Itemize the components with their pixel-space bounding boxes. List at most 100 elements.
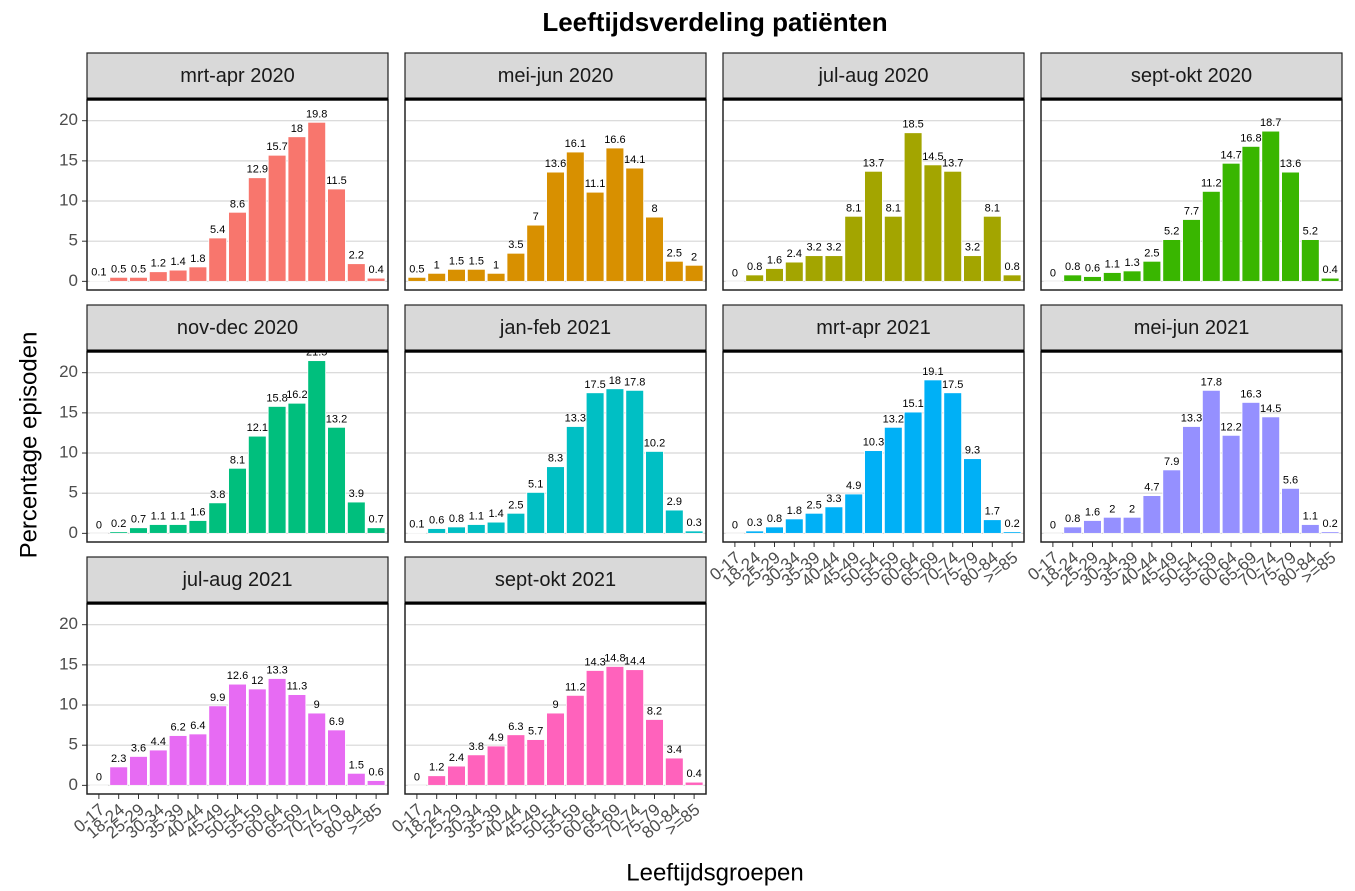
bar	[883, 426, 903, 534]
data-label: 8.1	[230, 454, 245, 466]
data-label: 17.5	[942, 379, 963, 391]
y-tick-label: 5	[69, 483, 78, 502]
data-label: 12.9	[247, 164, 268, 176]
y-tick-label: 0	[69, 271, 78, 290]
bar	[1002, 531, 1022, 534]
strip-title: sept-okt 2021	[495, 569, 616, 591]
data-label: 1.6	[767, 255, 782, 267]
bar	[168, 269, 188, 282]
bar	[804, 512, 824, 534]
data-label: 16.6	[604, 134, 625, 146]
data-label: 0.4	[1322, 264, 1337, 276]
data-label: 0.2	[1004, 518, 1019, 530]
data-label: 6.9	[329, 716, 344, 728]
data-label: 4.7	[1144, 482, 1159, 494]
data-label: 2	[691, 251, 697, 263]
bar	[605, 666, 625, 786]
bar	[208, 237, 228, 282]
data-label: 8.6	[230, 198, 245, 210]
data-label: 18	[609, 375, 621, 387]
data-label: 0.2	[1322, 518, 1337, 530]
bar	[506, 512, 526, 534]
data-label: 6.3	[508, 721, 523, 733]
bar	[267, 154, 287, 282]
bar	[983, 215, 1002, 282]
data-label: 0	[414, 771, 420, 783]
bar	[1063, 274, 1082, 282]
data-label: 0.5	[111, 263, 126, 275]
data-label: 0.6	[1085, 263, 1100, 275]
bar	[745, 274, 764, 282]
strip	[404, 556, 707, 604]
bar	[546, 171, 565, 282]
data-label: 13.2	[326, 413, 347, 425]
data-label: 0.3	[747, 517, 762, 529]
bar	[287, 136, 307, 282]
bar	[546, 712, 565, 786]
chart-title: Leeftijdsverdeling patiënten	[542, 7, 887, 37]
strip-title: nov-dec 2020	[177, 317, 298, 339]
data-label: 1.1	[1303, 511, 1318, 523]
data-label: 8.2	[647, 705, 662, 717]
bar	[684, 781, 704, 786]
bar	[784, 261, 804, 282]
strip	[722, 52, 1025, 100]
bar	[208, 705, 228, 786]
data-label: 19.1	[922, 366, 943, 378]
data-label: 5.1	[528, 478, 543, 490]
bar	[109, 276, 128, 282]
bar	[546, 466, 565, 534]
bar	[1063, 526, 1082, 534]
bar	[645, 216, 664, 282]
data-label: 0.4	[686, 768, 701, 780]
data-label: 17.8	[1201, 376, 1222, 388]
bar	[1102, 516, 1122, 534]
data-label: 18	[291, 123, 303, 135]
data-label: 1.1	[170, 511, 185, 523]
strip-title: jul-aug 2020	[817, 65, 928, 87]
bar	[148, 271, 168, 282]
data-label: 12	[251, 675, 263, 687]
bar	[684, 530, 704, 534]
data-label: 4.9	[488, 732, 503, 744]
y-tick-label: 10	[59, 191, 78, 210]
data-label: 13.2	[883, 413, 904, 425]
strip	[86, 556, 389, 604]
strip	[404, 304, 707, 352]
data-label: 0	[96, 771, 102, 783]
bar	[983, 519, 1002, 534]
bar	[1261, 416, 1281, 534]
bar	[188, 520, 208, 534]
data-label: 13.3	[1181, 413, 1202, 425]
data-label: 17.5	[584, 379, 605, 391]
data-label: 2.5	[806, 499, 821, 511]
data-label: 12.2	[1220, 421, 1241, 433]
bar	[1142, 260, 1162, 282]
data-label: 16.8	[1240, 132, 1261, 144]
data-label: 0	[96, 519, 102, 531]
bar	[923, 379, 943, 534]
bar	[684, 264, 704, 282]
data-label: 0.8	[747, 261, 762, 273]
bar	[605, 147, 625, 282]
bar	[466, 524, 486, 534]
data-label: 16.1	[565, 138, 586, 150]
data-label: 2	[1129, 503, 1135, 515]
bar	[1221, 162, 1241, 282]
bar	[129, 527, 148, 534]
data-label: 17.8	[624, 376, 645, 388]
bar	[109, 766, 128, 786]
data-label: 3.2	[806, 242, 821, 254]
data-label: 7	[533, 211, 539, 223]
bar	[565, 151, 585, 282]
bar	[347, 772, 366, 786]
data-label: 1.6	[1085, 507, 1100, 519]
strip-title: mei-jun 2021	[1134, 317, 1250, 339]
bar	[883, 215, 903, 282]
data-label: 14.8	[604, 652, 625, 664]
data-label: 9	[552, 699, 558, 711]
y-tick-label: 15	[59, 654, 78, 673]
bar	[427, 272, 446, 282]
bar	[864, 450, 883, 534]
data-label: 3.8	[210, 489, 225, 501]
